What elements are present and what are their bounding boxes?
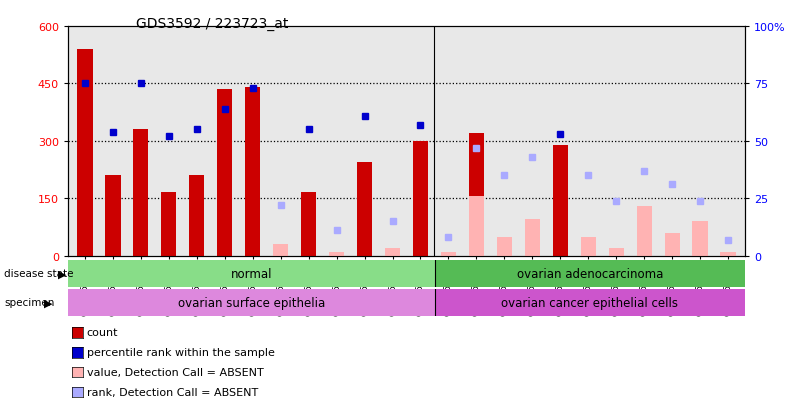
Text: specimen: specimen (4, 298, 54, 308)
Text: count: count (87, 328, 118, 337)
Bar (441, 252, 456, 256)
Text: ovarian surface epithelia: ovarian surface epithelia (178, 296, 325, 309)
Bar (301, 193, 316, 256)
Bar (469, 134, 484, 256)
Bar (77, 50, 93, 256)
Text: disease state: disease state (4, 269, 74, 279)
Bar (553, 145, 568, 256)
Bar (245, 88, 260, 256)
Bar (637, 206, 652, 256)
Text: percentile rank within the sample: percentile rank within the sample (87, 347, 275, 357)
Bar (105, 176, 120, 256)
Text: value, Detection Call = ABSENT: value, Detection Call = ABSENT (87, 367, 264, 377)
Bar (68, 260, 435, 287)
Bar (189, 176, 204, 256)
Bar (581, 237, 596, 256)
Bar (161, 193, 176, 256)
Bar (525, 220, 540, 256)
Bar (609, 248, 624, 256)
Bar (217, 90, 232, 256)
Bar (693, 222, 708, 256)
Text: ▶: ▶ (58, 269, 66, 279)
Text: ovarian cancer epithelial cells: ovarian cancer epithelial cells (501, 296, 678, 309)
Bar (497, 237, 512, 256)
Bar (357, 162, 372, 256)
Text: ovarian adenocarcinoma: ovarian adenocarcinoma (517, 267, 663, 280)
Text: ▶: ▶ (44, 298, 53, 308)
Bar (435, 260, 745, 287)
Bar (68, 289, 435, 316)
Bar (435, 289, 745, 316)
Bar (665, 233, 680, 256)
Text: normal: normal (231, 267, 272, 280)
Bar (133, 130, 148, 256)
Text: GDS3592 / 223723_at: GDS3592 / 223723_at (136, 17, 288, 31)
Bar (273, 244, 288, 256)
Bar (469, 197, 484, 256)
Bar (384, 248, 400, 256)
Bar (720, 252, 736, 256)
Text: rank, Detection Call = ABSENT: rank, Detection Call = ABSENT (87, 387, 258, 397)
Bar (413, 141, 429, 256)
Bar (329, 252, 344, 256)
